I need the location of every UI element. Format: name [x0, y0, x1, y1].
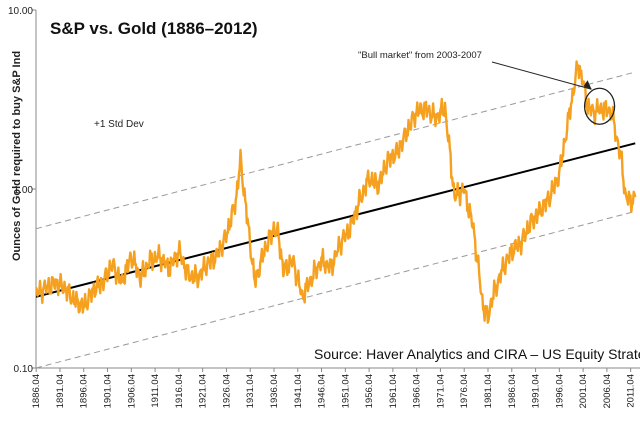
x-tick-label: 1921.04: [198, 374, 209, 408]
std-dev-band-line: [36, 210, 636, 368]
x-tick-label: 1951.04: [340, 374, 351, 408]
x-tick-label: 2001.04: [578, 374, 589, 408]
annotation-circle: [583, 87, 616, 125]
std-dev-label: +1 Std Dev: [94, 119, 144, 130]
x-tick-label: 1901.04: [103, 374, 114, 408]
std-dev-band-line: [36, 71, 636, 230]
x-tick-label: 1986.04: [507, 374, 518, 408]
source-note: Source: Haver Analytics and CIRA – US Eq…: [314, 346, 640, 362]
y-tick-label: 1.00: [14, 185, 34, 196]
x-tick-label: 1996.04: [554, 374, 565, 408]
x-tick-label: 2006.04: [602, 374, 613, 408]
x-tick-label: 1916.04: [174, 374, 185, 408]
x-tick-label: 1956.04: [364, 374, 375, 408]
annotation: [491, 61, 616, 125]
x-tick-label: 2011.04: [626, 374, 637, 408]
x-tick-label: 1971.04: [435, 374, 446, 408]
x-tick-label: 1976.04: [459, 374, 470, 408]
x-tick-label: 1991.04: [531, 374, 542, 408]
x-tick-label: 1911.04: [150, 374, 161, 408]
x-tick-label: 1936.04: [269, 374, 280, 408]
x-tick-label: 1931.04: [245, 374, 256, 408]
series-line: [36, 60, 637, 324]
x-tick-label: 1961.04: [388, 374, 399, 408]
x-tick-label: 1891.04: [55, 374, 66, 408]
annotation-arrow: [491, 61, 592, 90]
annotation-arrowhead: [583, 80, 592, 90]
x-tick-label: 1896.04: [79, 374, 90, 408]
y-tick-label: 10.00: [8, 6, 33, 17]
x-tick-label: 1981.04: [483, 374, 494, 408]
x-tick-label: 1926.04: [221, 374, 232, 408]
x-tick-label: 1941.04: [293, 374, 304, 408]
bull-market-annotation: "Bull market" from 2003-2007: [358, 50, 482, 61]
chart-title: S&P vs. Gold (1886–2012): [50, 19, 258, 38]
x-tick-label: 1946.04: [317, 374, 328, 408]
x-tick-label: 1966.04: [412, 374, 423, 408]
y-axis-label: Ounces of Gold required to buy S&P Index: [11, 51, 23, 261]
std-dev-bands: [36, 71, 636, 368]
x-tick-label: 1906.04: [126, 374, 137, 408]
series-lines: [36, 60, 637, 324]
axes: [35, 10, 640, 369]
x-tick-label: 1886.04: [31, 374, 42, 408]
y-tick-label: 0.10: [14, 364, 34, 375]
y-ticks: 10.00 1.00 0.10: [8, 6, 36, 375]
x-ticks: 1886.04 1891.04 1896.04 1901.04 1906.04 1911.…: [31, 368, 637, 408]
